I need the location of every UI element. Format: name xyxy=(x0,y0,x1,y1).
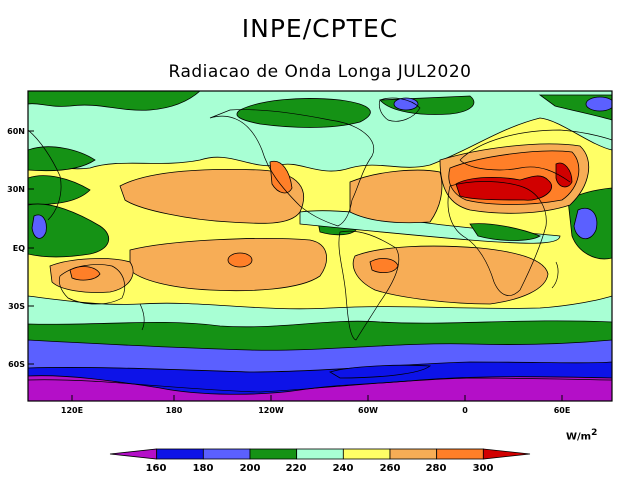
coast-eurasia xyxy=(459,129,612,183)
colorbar xyxy=(109,448,531,460)
y-tick-label: EQ xyxy=(13,244,25,253)
x-tick-label: 180 xyxy=(166,406,183,415)
colorbar-swatch xyxy=(436,448,484,460)
chart-subtitle: Radiacao de Onda Longa JUL2020 xyxy=(168,62,472,82)
coast-madagascar xyxy=(551,261,559,289)
colorbar-label: 260 xyxy=(380,463,401,474)
band-200-220-siberia xyxy=(28,146,96,172)
band-200-220-north-america xyxy=(236,98,371,128)
olr-map xyxy=(28,91,612,401)
band-300-plus-sahara xyxy=(455,175,552,201)
band-260-280-north-pacific xyxy=(119,168,304,224)
band-220-240-north xyxy=(28,91,612,172)
x-tick-label: 0 xyxy=(462,406,468,415)
map-frame xyxy=(27,90,613,402)
colorbar-swatch xyxy=(109,448,158,460)
band-180-200-indonesia xyxy=(31,214,47,239)
colorbar-label: 240 xyxy=(333,463,354,474)
units-base: W/m xyxy=(566,431,592,443)
x-tick-label: 60W xyxy=(358,406,378,415)
axis-ticks xyxy=(28,130,563,401)
colorbar-swatch xyxy=(296,448,344,460)
colorbar-labels: 160 180 200 220 240 260 280 300 xyxy=(146,463,494,474)
colorbar-label: 300 xyxy=(473,463,494,474)
coast-africa xyxy=(447,181,547,296)
coast-asia-east xyxy=(28,129,62,221)
colorbar-label: 160 xyxy=(146,463,167,474)
colorbar-swatch xyxy=(202,448,251,460)
coast-south-america xyxy=(338,230,400,341)
coast-new-zealand xyxy=(139,303,145,331)
band-180-200-arctic-2 xyxy=(585,96,612,112)
chart-title: INPE/CPTEC xyxy=(241,14,399,43)
band-280-300-baja xyxy=(269,160,293,194)
colorbar-label: 220 xyxy=(286,463,307,474)
y-tick-label: 60S xyxy=(8,360,25,369)
band-200-220-maritime-continent xyxy=(28,203,110,258)
colorbar-swatch xyxy=(249,448,298,460)
colorbar-swatch xyxy=(342,448,391,460)
y-tick-label: 30N xyxy=(7,185,25,194)
band-260-280-south-pacific xyxy=(129,238,327,292)
continent-outlines xyxy=(28,97,612,393)
band-260-280-south-atlantic xyxy=(352,245,549,305)
band-200-220-africa xyxy=(469,223,541,241)
y-tick-label: 30S xyxy=(8,302,25,311)
colorbar-swatch xyxy=(482,448,531,460)
band-180-200-arctic-1 xyxy=(393,97,419,111)
units-exponent: 2 xyxy=(591,428,598,438)
band-280-300-south-pacific xyxy=(227,252,253,268)
coast-north-america xyxy=(209,109,375,227)
units-label: W/m2 xyxy=(566,428,597,442)
coast-greenland xyxy=(378,97,421,122)
coast-australia xyxy=(58,264,126,305)
x-tick-label: 60E xyxy=(554,406,571,415)
band-180-200-east-africa xyxy=(573,207,598,239)
x-tick-label: 120E xyxy=(61,406,83,415)
colorbar-label: 280 xyxy=(426,463,447,474)
colorbar-label: 180 xyxy=(193,463,214,474)
colorbar-swatch xyxy=(156,448,204,460)
colorbar-swatch xyxy=(389,448,438,460)
band-200-220-north-pacific xyxy=(28,91,201,111)
band-280-300-south-atlantic xyxy=(369,258,399,274)
x-tick-label: 120W xyxy=(258,406,284,415)
colorbar-label: 200 xyxy=(240,463,261,474)
band-260-280-north-atlantic xyxy=(349,169,443,224)
y-tick-label: 60N xyxy=(7,127,25,136)
band-160-180-ross-sea xyxy=(329,364,432,379)
coast-antarctica xyxy=(28,377,612,393)
